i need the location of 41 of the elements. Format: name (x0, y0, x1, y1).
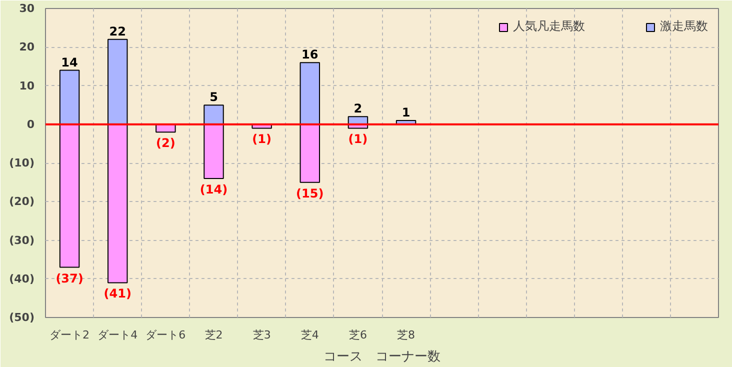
data-label: (14) (200, 182, 228, 196)
x-tick-label: ダート6 (146, 328, 186, 342)
y-tick-label: (30) (9, 234, 35, 247)
data-label: 5 (210, 90, 218, 104)
y-tick-label: 30 (19, 2, 35, 15)
data-label: 1 (402, 106, 410, 120)
x-tick-label: ダート2 (50, 328, 90, 342)
x-axis-title: コース コーナー数 (324, 350, 440, 364)
data-label: (1) (252, 132, 272, 146)
data-label: 2 (354, 102, 362, 116)
x-tick-label: 芝8 (397, 328, 416, 342)
y-tick-label: 0 (26, 118, 35, 131)
y-tick-label: (50) (9, 311, 35, 324)
y-tick-label: (40) (9, 272, 35, 286)
x-tick-label: 芝3 (252, 328, 271, 342)
data-label: 22 (109, 24, 126, 38)
bar (204, 124, 224, 179)
bar (107, 38, 128, 125)
bar (204, 104, 224, 125)
data-label: 14 (61, 55, 78, 70)
data-label: (15) (296, 186, 324, 200)
x-tick-label: 芝2 (204, 328, 223, 342)
x-tick-label: ダート4 (98, 328, 138, 342)
data-label: (1) (348, 132, 368, 146)
x-tick-label: 芝6 (348, 328, 367, 342)
bar (59, 124, 80, 268)
bar (59, 70, 80, 125)
legend-label: 人気凡走馬数 (513, 18, 585, 35)
data-label: 16 (302, 48, 318, 62)
bar (300, 124, 320, 183)
y-tick-label: (20) (9, 195, 35, 208)
y-tick-label: 20 (19, 40, 35, 54)
legend-label: 激走馬数 (660, 18, 708, 35)
data-label: (2) (156, 136, 176, 150)
data-label: (41) (104, 286, 132, 301)
bar (107, 124, 128, 284)
y-tick-label: 10 (19, 79, 35, 92)
data-label: (37) (56, 271, 84, 286)
bar (300, 62, 320, 125)
x-tick-label: 芝4 (300, 328, 319, 342)
y-tick-label: (10) (9, 156, 35, 170)
